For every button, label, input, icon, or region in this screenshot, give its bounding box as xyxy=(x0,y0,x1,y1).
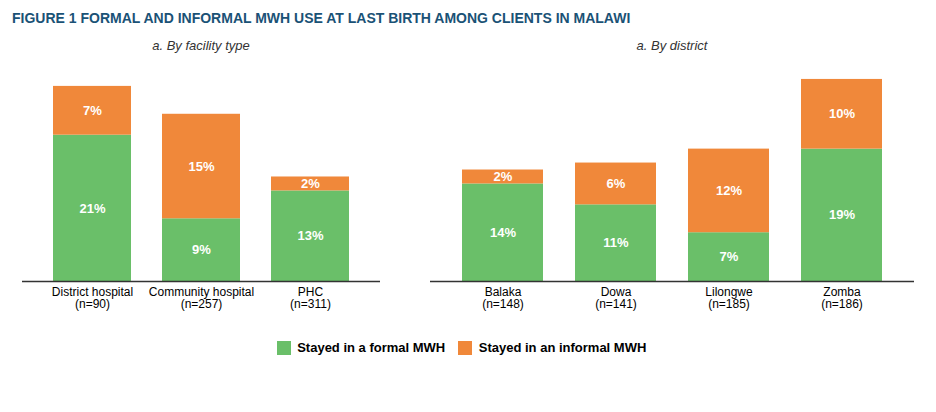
svg-text:District hospital(n=90): District hospital(n=90) xyxy=(52,285,133,311)
html-text:Stayed in an informal MWH: Stayed in an informal MWH xyxy=(478,340,647,355)
svg-text:10%: 10% xyxy=(829,106,855,121)
svg-text:Lilongwe(n=185): Lilongwe(n=185) xyxy=(705,285,753,311)
html-text:Stayed in a formal MWH: Stayed in a formal MWH xyxy=(297,340,446,355)
svg-text:7%: 7% xyxy=(83,103,102,118)
svg-text:13%: 13% xyxy=(297,228,323,243)
svg-text:9%: 9% xyxy=(192,242,211,257)
svg-text:14%: 14% xyxy=(490,225,516,240)
html-text:FIGURE 1 FORMAL AND INFORMAL M: FIGURE 1 FORMAL AND INFORMAL MWH USE AT … xyxy=(12,10,631,26)
svg-text:Balaka(n=148): Balaka(n=148) xyxy=(482,285,524,311)
svg-text:21%: 21% xyxy=(79,200,105,215)
svg-text:PHC(n=311): PHC(n=311) xyxy=(290,285,331,311)
svg-text:12%: 12% xyxy=(716,183,742,198)
html-text:a. By facility type: a. By facility type xyxy=(152,38,250,53)
svg-text:19%: 19% xyxy=(829,207,855,222)
svg-text:Community hospital(n=257): Community hospital(n=257) xyxy=(149,285,254,311)
html-text:a. By district: a. By district xyxy=(636,38,708,53)
svg-text:6%: 6% xyxy=(607,176,626,191)
svg-text:Dowa(n=141): Dowa(n=141) xyxy=(595,285,637,311)
svg-text:2%: 2% xyxy=(301,176,320,191)
svg-text:15%: 15% xyxy=(188,159,214,174)
svg-text:11%: 11% xyxy=(603,235,629,250)
svg-text:Zomba(n=186): Zomba(n=186) xyxy=(821,285,863,311)
svg-text:7%: 7% xyxy=(720,249,739,264)
svg-text:2%: 2% xyxy=(494,169,513,184)
